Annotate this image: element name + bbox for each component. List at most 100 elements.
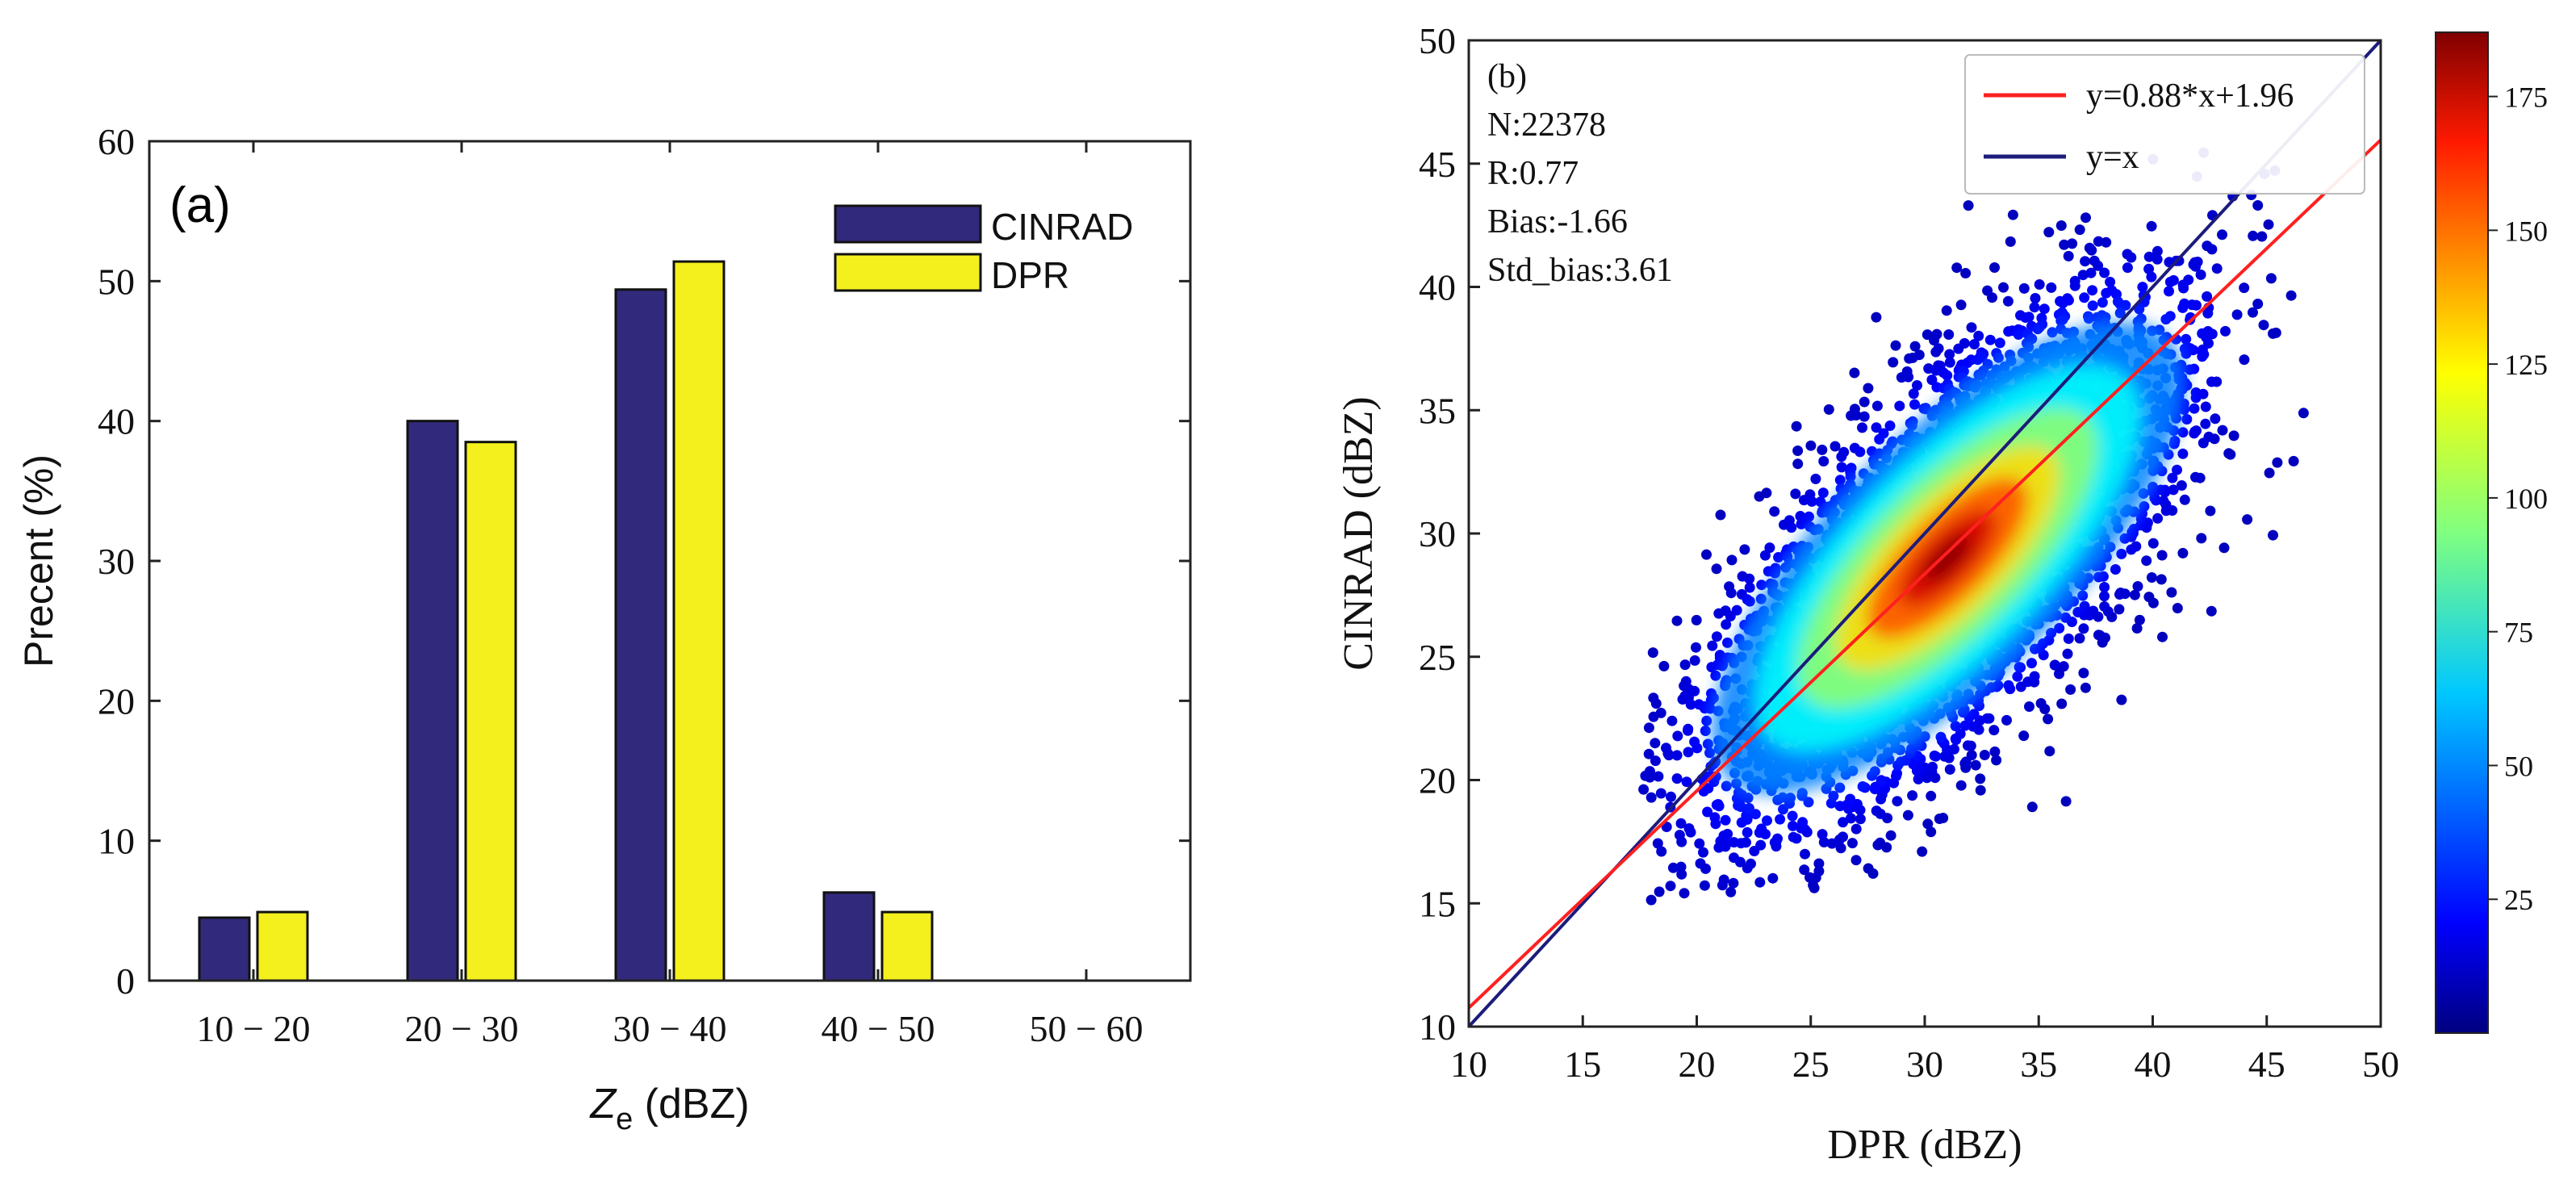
scatter-point	[2074, 633, 2085, 644]
scatter-point	[2115, 588, 2126, 598]
scatter-point	[1988, 725, 2000, 736]
scatter-point	[1835, 843, 1846, 854]
scatter-point	[1838, 817, 1849, 828]
scatter-point	[1691, 642, 1701, 653]
scatter-point	[2242, 514, 2253, 525]
scatter-point	[1667, 862, 1679, 873]
scatter-point	[2143, 263, 2155, 274]
legend-swatch-cinrad	[834, 204, 982, 244]
scatter-point	[2206, 605, 2217, 617]
scatter-point	[2122, 262, 2133, 274]
scatter-point	[2264, 467, 2275, 479]
scatter-point	[2177, 547, 2189, 559]
scatter-point	[2177, 427, 2189, 438]
scatter-point	[2078, 623, 2089, 634]
scatter-point	[1666, 791, 1676, 802]
scatter-point	[2044, 746, 2055, 757]
scatter-point	[1683, 823, 1695, 834]
scatter-point	[1681, 776, 1692, 788]
scatter-point	[1963, 200, 1974, 211]
scatter-point	[2156, 484, 2167, 496]
scatter-point	[1725, 886, 1737, 897]
scatter-point	[1859, 411, 1870, 422]
scatter-point	[1744, 596, 1755, 607]
scatter-point	[1834, 782, 1846, 793]
scatter-point	[1663, 750, 1675, 761]
scatter-point	[1675, 818, 1687, 829]
scatter-point	[1754, 876, 1766, 888]
scatter-point	[2087, 285, 2098, 296]
scatter-point	[2083, 313, 2094, 324]
scatter-point	[2054, 622, 2065, 634]
scatter-point	[1671, 773, 1683, 784]
panel-a-x-axis-label: Ze (dBZ)	[588, 1081, 749, 1136]
scatter-point	[2268, 529, 2278, 541]
scatter-point	[2059, 239, 2070, 250]
legend-label-dpr: DPR	[991, 254, 1069, 296]
scatter-point	[2211, 263, 2223, 274]
scatter-point	[1799, 864, 1810, 876]
scatter-point	[2079, 600, 2090, 612]
scatter-point	[2077, 270, 2089, 281]
scatter-point	[1908, 388, 1919, 400]
scatter-point	[1917, 846, 1928, 857]
scatter-point	[1744, 582, 1755, 593]
scatter-point	[2197, 328, 2208, 339]
bar-cinrad	[822, 891, 876, 982]
scatter-point	[2220, 325, 2231, 337]
scatter-point	[1650, 698, 1662, 709]
scatter-point	[1792, 446, 1804, 456]
scatter-point	[2058, 661, 2069, 672]
scatter-point	[2285, 290, 2297, 301]
scatter-point	[2097, 297, 2108, 308]
scatter-point	[1742, 826, 1753, 838]
scatter-point	[1759, 550, 1771, 561]
scatter-point	[1756, 579, 1767, 591]
scatter-point	[2046, 282, 2057, 293]
scatter-point	[1746, 858, 1756, 869]
scatter-point	[1691, 614, 1702, 625]
bar-cinrad	[614, 288, 667, 982]
panel-a-legend: CINRAD DPR	[834, 204, 1133, 296]
scatter-point	[2143, 251, 2155, 262]
scatter-point	[2217, 425, 2228, 436]
scatter-point	[2110, 564, 2121, 575]
scatter-point	[2067, 238, 2078, 249]
y-tick-label: 50	[98, 261, 135, 302]
scatter-point	[1725, 588, 1737, 599]
scatter-point	[1969, 339, 1980, 349]
scatter-point	[2079, 292, 2090, 303]
scatter-point	[1818, 456, 1830, 466]
scatter-point	[2126, 526, 2138, 538]
scatter-point	[1875, 837, 1886, 848]
scatter-point	[1689, 655, 1700, 666]
scatter-point	[1907, 790, 1918, 801]
scatter-point	[2189, 403, 2200, 414]
scatter-point	[2003, 680, 2014, 691]
scatter-point	[1643, 722, 1654, 734]
scatter-point	[1888, 357, 1899, 368]
scatter-point	[1955, 780, 1967, 791]
x-tick-label: 40 − 50	[822, 1008, 935, 1049]
scatter-point	[2256, 231, 2268, 242]
scatter-point	[1744, 573, 1755, 584]
scatter-point	[1993, 352, 2004, 363]
scatter-point	[1806, 496, 1817, 507]
scatter-point	[1666, 715, 1678, 726]
scatter-point	[2101, 287, 2112, 299]
scatter-point	[1790, 488, 1801, 500]
scatter-point	[2248, 230, 2259, 241]
scatter-point	[2156, 550, 2168, 561]
scatter-point	[1828, 790, 1839, 801]
scatter-point	[1942, 370, 1953, 381]
scatter-point	[1941, 305, 1952, 316]
scatter-point	[2114, 604, 2125, 615]
scatter-point	[2087, 300, 2098, 312]
legend-label-cinrad: CINRAD	[991, 206, 1133, 248]
scatter-point	[1695, 858, 1706, 869]
scatter-point	[1953, 343, 1964, 354]
scatter-point	[1787, 810, 1798, 822]
scatter-point	[2029, 302, 2040, 313]
scatter-point	[2265, 273, 2277, 284]
